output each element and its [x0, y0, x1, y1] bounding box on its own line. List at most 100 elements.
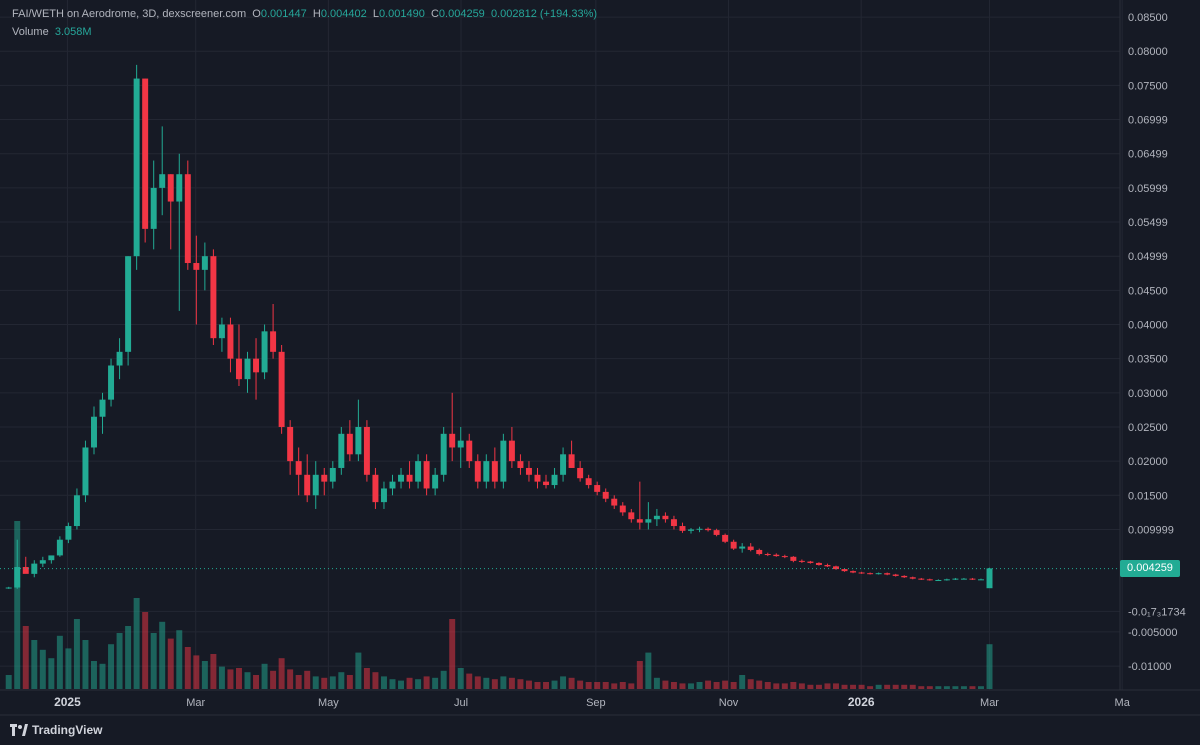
volume-bar-101: [867, 686, 874, 689]
y-tick-label-14: 0.01500: [1128, 490, 1168, 502]
volume-bar-84: [722, 680, 729, 689]
candle-body-43: [372, 474, 379, 503]
volume-bar-35: [304, 670, 311, 689]
y-tick-label-6: 0.05499: [1128, 217, 1168, 229]
tradingview-icon: [10, 724, 28, 736]
candle-body-91: [781, 556, 788, 558]
candle-body-72: [619, 505, 626, 513]
candle-body-32: [278, 351, 285, 427]
volume-bar-43: [372, 672, 379, 689]
y-tick-label-13: 0.02000: [1128, 456, 1168, 468]
volume-bar-98: [841, 684, 848, 689]
candle-body-56: [483, 461, 490, 482]
volume-bar-6: [56, 635, 63, 689]
candle-body-16: [142, 78, 149, 229]
volume-bar-115: [986, 644, 993, 689]
candle-body-62: [534, 474, 541, 482]
volume-legend: Volume 3.058M: [12, 26, 92, 38]
candle-body-34: [295, 461, 302, 475]
candle-body-83: [713, 530, 720, 535]
candle-body-90: [773, 554, 780, 557]
volume-bar-111: [952, 686, 959, 689]
volume-bar-54: [466, 673, 473, 689]
volume-bar-62: [534, 682, 541, 689]
volume-bar-109: [935, 686, 942, 689]
x-tick-label-8: Ma: [1115, 697, 1131, 709]
y-tick-label-16: -0.0₁7₃1734: [1128, 606, 1186, 618]
high-label: H: [312, 8, 321, 20]
y-tick-label-15: 0.009999: [1128, 524, 1174, 536]
volume-bar-1: [14, 521, 21, 689]
candle-body-82: [705, 528, 712, 531]
candle-body-26: [227, 324, 234, 359]
candle-body-80: [688, 529, 694, 531]
volume-bar-8: [73, 619, 80, 689]
candle-body-57: [491, 461, 498, 482]
candle-body-66: [568, 454, 575, 468]
volume-bar-87: [747, 679, 754, 689]
x-axis: 2025 Mar May Jul Sep Nov 2026 Mar Ma: [54, 695, 1131, 709]
volume-bar-30: [261, 663, 268, 689]
volume-bar-12: [108, 644, 115, 689]
candle-body-61: [525, 467, 532, 475]
candle-body-85: [730, 541, 737, 549]
volume-bar-57: [491, 679, 498, 689]
candle-body-35: [304, 474, 311, 496]
candle-body-8: [73, 495, 80, 527]
volume-bar-18: [159, 621, 166, 689]
candle-body-114: [978, 579, 984, 581]
x-tick-label-5: Nov: [719, 697, 739, 709]
volume-bar-91: [781, 683, 788, 689]
tradingview-logo[interactable]: TradingView: [10, 723, 102, 737]
y-tick-label-11: 0.03000: [1128, 388, 1168, 400]
candle-body-60: [517, 461, 524, 468]
candle-body-84: [722, 534, 729, 542]
volume-bar-64: [551, 680, 558, 689]
candle-body-94: [807, 561, 814, 563]
candle-body-49: [423, 461, 430, 489]
y-tick-label-12: 0.02500: [1128, 422, 1168, 434]
x-tick-label-4: Sep: [586, 697, 606, 709]
volume-bar-50: [432, 677, 439, 689]
candle-body-17: [150, 187, 157, 229]
volume-value: 3.058M: [54, 26, 92, 38]
y-tick-label-9: 0.04000: [1128, 320, 1168, 332]
candle-body-105: [901, 575, 908, 578]
candle-body-77: [662, 515, 669, 520]
volume-bar-68: [585, 682, 592, 689]
candle-body-10: [91, 416, 97, 448]
volume-bar-83: [713, 682, 720, 689]
candle-body-47: [406, 474, 413, 482]
volume-bar-103: [884, 684, 891, 689]
candle-body-3: [31, 563, 38, 574]
volume-bar-55: [474, 676, 481, 689]
ohlc-legend: FAI/WETH on Aerodrome, 3D, dexscreener.c…: [12, 8, 597, 20]
volume-bar-53: [457, 668, 464, 689]
y-tick-label-5: 0.05999: [1128, 183, 1168, 195]
volume-bar-32: [278, 658, 285, 689]
candle-body-97: [833, 566, 839, 570]
volume-bar-66: [568, 677, 575, 689]
volume-bar-114: [978, 686, 984, 689]
candle-body-23: [201, 256, 208, 270]
candle-body-20: [176, 174, 183, 202]
candle-body-13: [116, 351, 123, 366]
candle-body-88: [756, 549, 763, 555]
y-axis: 0.08500 0.08000 0.07500 0.06999 0.06499 0.059…: [1128, 12, 1186, 673]
volume-bar-95: [815, 684, 822, 689]
y-tick-label-3: 0.06999: [1128, 115, 1168, 127]
volume-bar-112: [960, 686, 967, 689]
volume-bar-71: [611, 683, 618, 689]
volume-bar-34: [295, 675, 302, 689]
legend-title: FAI/WETH on Aerodrome, 3D, dexscreener.c…: [12, 8, 247, 20]
volume-bar-14: [125, 626, 132, 689]
volume-bar-16: [142, 612, 149, 689]
volume-bar-75: [645, 652, 652, 689]
candle-body-70: [602, 491, 609, 499]
volume-bar-94: [807, 684, 814, 689]
candle-body-40: [346, 433, 353, 455]
candle-body-41: [355, 426, 362, 455]
candle-body-71: [611, 498, 618, 506]
volume-bar-49: [423, 676, 430, 689]
